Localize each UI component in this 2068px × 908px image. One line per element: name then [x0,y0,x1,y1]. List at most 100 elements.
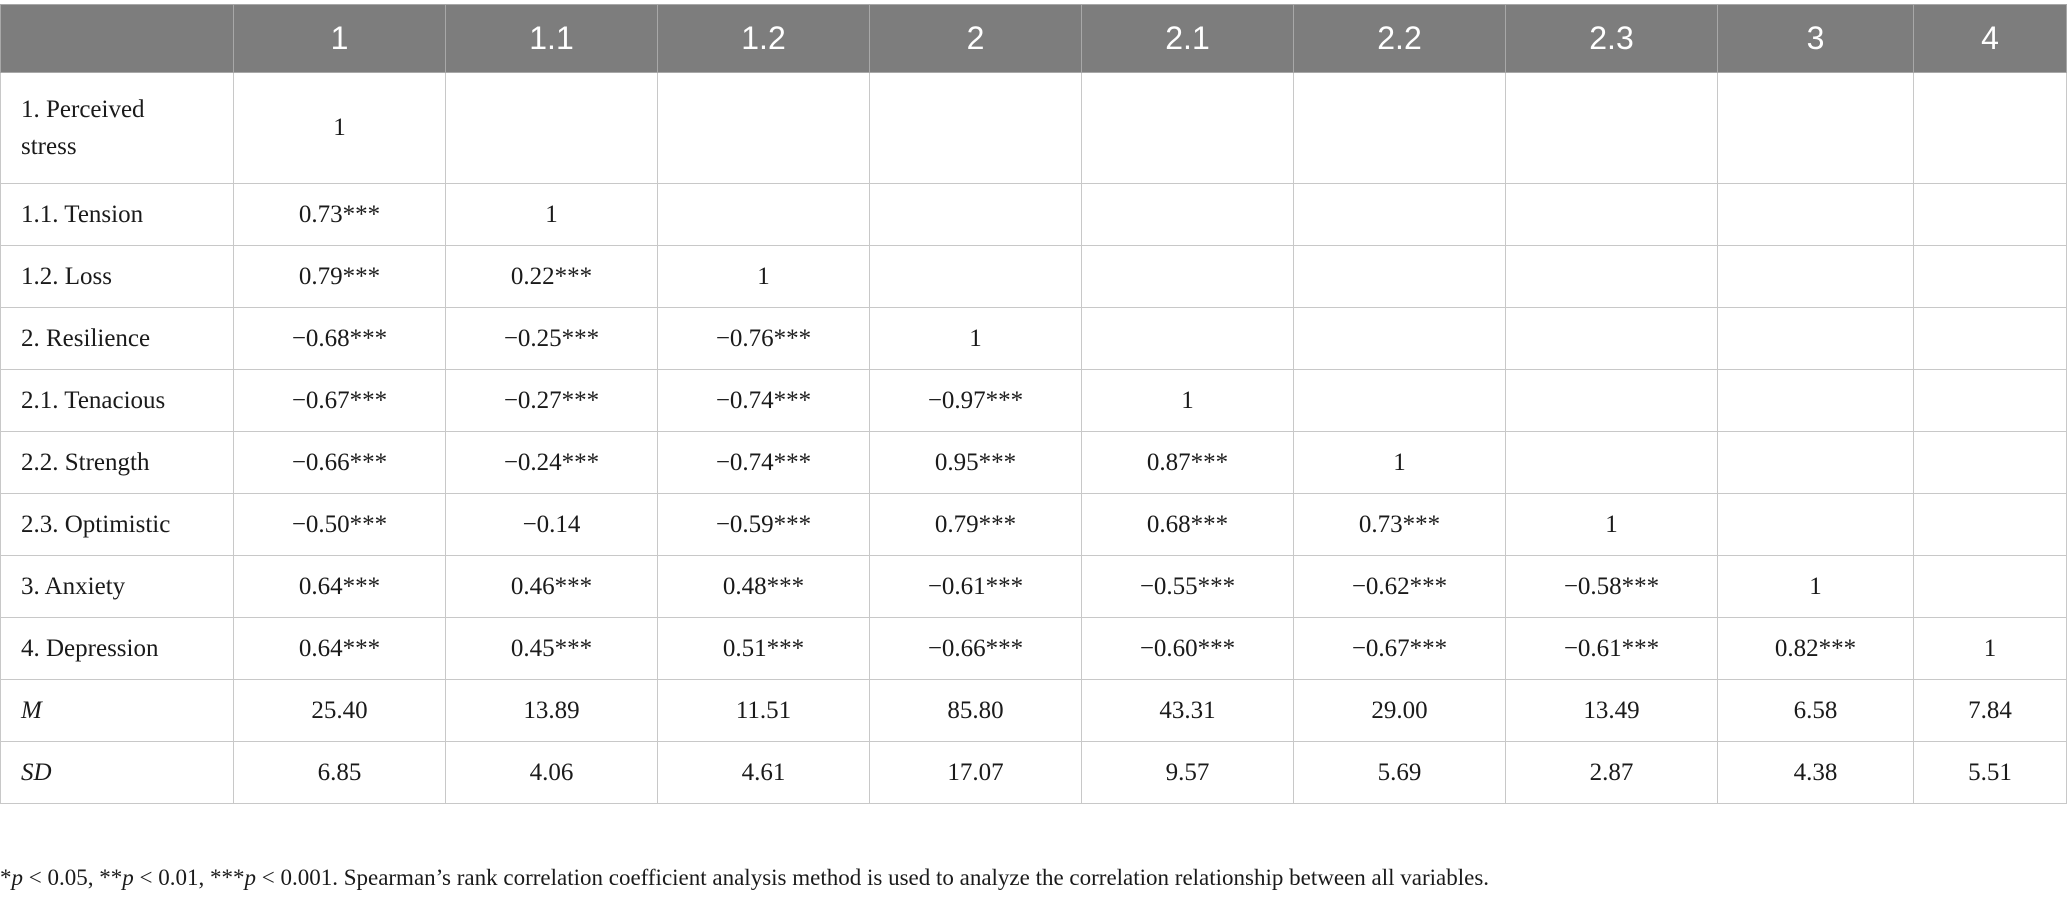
header-cell: 2.1 [1081,4,1294,73]
table-cell [1913,72,2067,184]
table-cell: 0.64*** [233,555,446,618]
row-label: 3. Anxiety [0,555,234,618]
table-cell [1913,307,2067,370]
table-cell: −0.67*** [233,369,446,432]
table-cell: 4.06 [445,741,658,804]
table-cell [1081,245,1294,308]
table-row: 3. Anxiety 0.64*** 0.46*** 0.48*** −0.61*** −… [0,555,2067,618]
table-row: SD 6.85 4.06 4.61 17.07 9.57 5.69 2.87 4.38 5.51 [0,741,2067,804]
row-label: 2.2. Strength [0,431,234,494]
table-cell: 4.38 [1717,741,1914,804]
table-cell: 4.61 [657,741,870,804]
row-label: 1.2. Loss [0,245,234,308]
table-cell [1505,307,1718,370]
table-cell [1717,72,1914,184]
header-cell: 2.2 [1293,4,1506,73]
table-cell: 7.84 [1913,679,2067,742]
table-cell: 29.00 [1293,679,1506,742]
table-cell: −0.60*** [1081,617,1294,680]
table-row: 1. Perceived stress 1 [0,72,2067,184]
table-cell [869,183,1082,246]
table-cell: 0.73*** [1293,493,1506,556]
table-cell: 1 [1913,617,2067,680]
header-cell: 3 [1717,4,1914,73]
table-row: 2. Resilience −0.68*** −0.25*** −0.76*** 1 [0,307,2067,370]
table-cell: 1 [445,183,658,246]
table-cell: −0.97*** [869,369,1082,432]
table-row: 1.2. Loss 0.79*** 0.22*** 1 [0,245,2067,308]
table-cell: 6.58 [1717,679,1914,742]
row-label: 2. Resilience [0,307,234,370]
table-cell: 0.82*** [1717,617,1914,680]
table-cell: −0.62*** [1293,555,1506,618]
table-cell: 1 [869,307,1082,370]
table-cell [1717,307,1914,370]
header-cell [0,4,234,73]
table-cell [1505,369,1718,432]
table-cell: 1 [1081,369,1294,432]
table-cell: −0.74*** [657,369,870,432]
table-cell: 0.64*** [233,617,446,680]
table-cell: 1 [1293,431,1506,494]
table-cell: 11.51 [657,679,870,742]
table-cell [1913,555,2067,618]
table-cell: 0.46*** [445,555,658,618]
table-cell [1505,72,1718,184]
table-row: 2.1. Tenacious −0.67*** −0.27*** −0.74*** −0… [0,369,2067,432]
table-cell: −0.68*** [233,307,446,370]
table-cell: 0.73*** [233,183,446,246]
table-cell: 13.49 [1505,679,1718,742]
table-cell [1505,183,1718,246]
table-cell: −0.27*** [445,369,658,432]
table-cell: 0.79*** [869,493,1082,556]
table-cell [1913,431,2067,494]
table-cell [657,72,870,184]
table-cell: 43.31 [1081,679,1294,742]
table-cell: −0.67*** [1293,617,1506,680]
table-cell [1505,245,1718,308]
table-cell: −0.76*** [657,307,870,370]
table-cell [1913,183,2067,246]
footnote-text: < 0.05, ** [23,865,123,890]
table-cell: 0.22*** [445,245,658,308]
table-cell [1293,72,1506,184]
table-cell [1293,369,1506,432]
table-cell: −0.66*** [869,617,1082,680]
correlation-table: 1 1.1 1.2 2 2.1 2.2 2.3 3 4 1. Perceived… [0,4,2067,804]
table-cell: 0.48*** [657,555,870,618]
header-row: 1 1.1 1.2 2 2.1 2.2 2.3 3 4 [0,4,2067,73]
row-label: 2.3. Optimistic [0,493,234,556]
table-cell [445,72,658,184]
table-row: 1.1. Tension 0.73*** 1 [0,183,2067,246]
table-cell: −0.58*** [1505,555,1718,618]
table-cell [1293,183,1506,246]
table-cell [1717,493,1914,556]
table-cell [1505,431,1718,494]
table-cell [1913,369,2067,432]
footnote-text: * [0,865,12,890]
table-cell: 1 [233,72,446,184]
table-cell: −0.55*** [1081,555,1294,618]
footnote-text: < 0.01, *** [133,865,245,890]
table-cell [1081,183,1294,246]
row-label: 4. Depression [0,617,234,680]
header-cell: 1 [233,4,446,73]
table-row: 2.3. Optimistic −0.50*** −0.14 −0.59*** 0.79… [0,493,2067,556]
table-cell: 0.45*** [445,617,658,680]
table-cell [1293,307,1506,370]
row-label: 2.1. Tenacious [0,369,234,432]
table-row: M 25.40 13.89 11.51 85.80 43.31 29.00 13.49 6.58… [0,679,2067,742]
table-cell: 17.07 [869,741,1082,804]
table-cell [1717,183,1914,246]
table-cell: 0.51*** [657,617,870,680]
footnote-p-symbol: p [11,865,24,890]
row-label: SD [0,741,234,804]
table-cell [1081,72,1294,184]
table-cell: 6.85 [233,741,446,804]
footnote-p-symbol: p [244,865,256,890]
table-cell: 5.51 [1913,741,2067,804]
header-cell: 1.1 [445,4,658,73]
table-cell: −0.14 [445,493,658,556]
table-cell: −0.25*** [445,307,658,370]
table-cell: 2.87 [1505,741,1718,804]
